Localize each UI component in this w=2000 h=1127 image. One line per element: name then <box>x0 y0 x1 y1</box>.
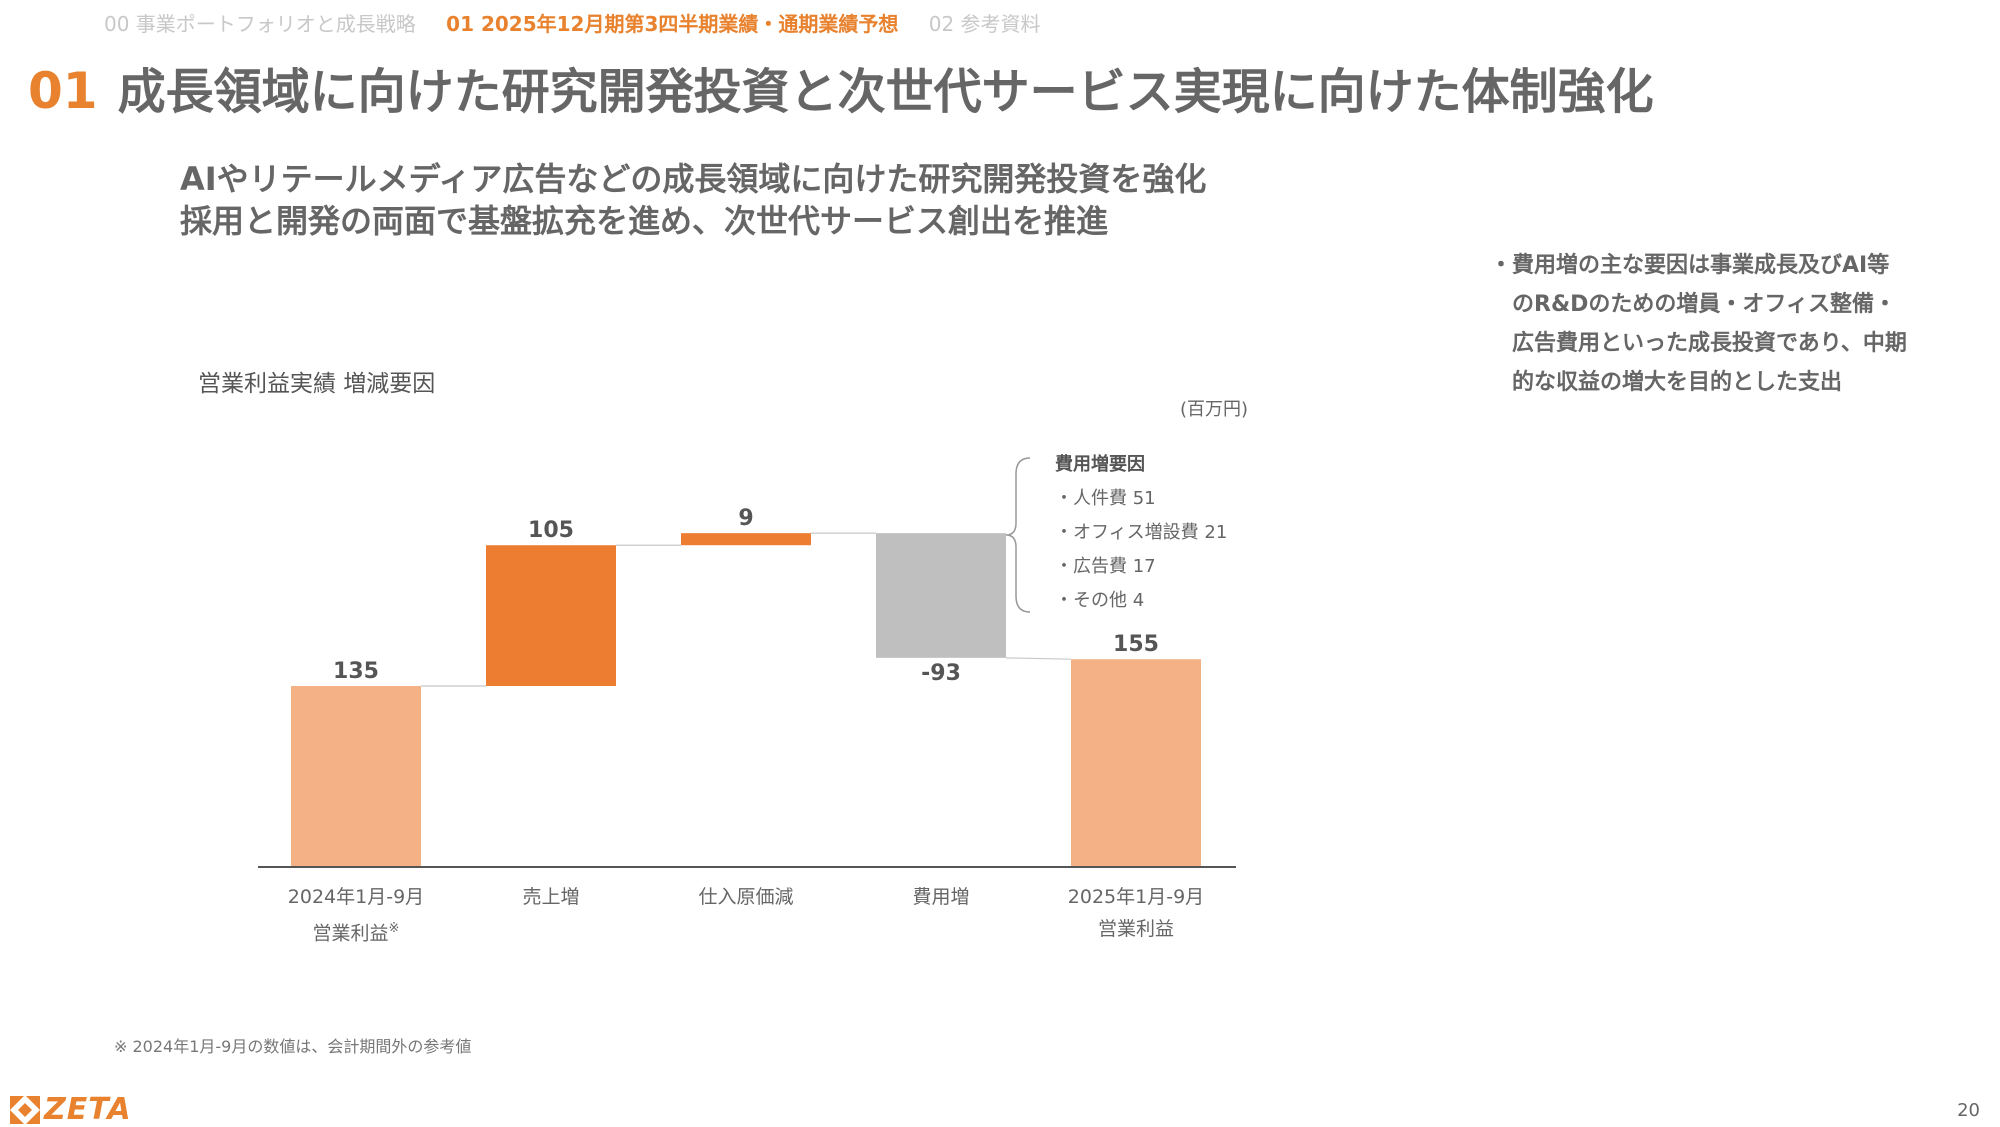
data-label: 135 <box>333 659 379 684</box>
category-label: 費用増 <box>841 881 1041 913</box>
company-logo: ZETA <box>10 1092 132 1127</box>
data-label: 105 <box>528 518 574 543</box>
page-number: 20 <box>1957 1100 1980 1121</box>
headline: AIやリテールメディア広告などの成長領域に向けた研究開発投資を強化 採用と開発の… <box>180 158 1206 242</box>
bar-increase <box>681 533 811 546</box>
nav-item-portfolio[interactable]: 00 事業ポートフォリオと成長戦略 <box>104 12 416 36</box>
cost-breakdown: 費用増要因 ・人件費 51 ・オフィス増設費 21 ・広告費 17 ・その他 4 <box>1055 448 1227 618</box>
bar-total <box>1071 659 1201 867</box>
breakdown-item: ・広告費 17 <box>1055 556 1156 577</box>
page-title: 01 成長領域に向けた研究開発投資と次世代サービス実現に向けた体制強化 <box>28 52 1654 122</box>
value-labels-group: 135 105 9 -93 155 <box>333 506 1159 686</box>
category-label-line2: 営業利益 <box>1097 918 1174 940</box>
bar-decrease <box>876 533 1006 658</box>
headline-line-2: 採用と開発の両面で基盤拡充を進め、次世代サービス創出を推進 <box>180 202 1109 240</box>
data-label: -93 <box>921 661 961 686</box>
bar-total <box>291 686 421 867</box>
category-label-line1: 2025年1月-9月 <box>1067 886 1205 908</box>
category-label: 2024年1月-9月 営業利益※ <box>256 881 456 949</box>
category-label-line1: 仕入原価減 <box>698 886 794 908</box>
bullet-marker: ・ <box>1490 253 1513 278</box>
data-label: 9 <box>738 506 753 531</box>
connector-line <box>1005 657 1072 660</box>
nav-item-q3-results[interactable]: 01 2025年12月期第3四半期業績・通期業績予想 <box>446 12 899 36</box>
reference-mark: ※ <box>388 921 400 936</box>
category-label: 仕入原価減 <box>646 881 846 913</box>
category-label: 売上増 <box>451 881 651 913</box>
bars-group <box>291 533 1201 867</box>
logo-text: ZETA <box>44 1092 132 1127</box>
connector-lines <box>421 532 1072 687</box>
section-nav: 00 事業ポートフォリオと成長戦略 01 2025年12月期第3四半期業績・通期… <box>104 8 1065 37</box>
section-number: 01 <box>28 62 98 120</box>
nav-item-reference[interactable]: 02 参考資料 <box>928 12 1041 36</box>
unit-label: (百万円) <box>1180 399 1249 420</box>
title-text: 成長領域に向けた研究開発投資と次世代サービス実現に向けた体制強化 <box>117 64 1654 120</box>
chart-title: 営業利益実績 増減要因 <box>198 371 436 397</box>
data-label: 155 <box>1113 632 1159 657</box>
breakdown-title: 費用増要因 <box>1055 454 1145 475</box>
bullet-text: 費用増の主な要因は事業成長及びAI等のR&Dのための増員・オフィス整備・広告費用… <box>1512 253 1907 395</box>
bullet-note: ・ 費用増の主な要因は事業成長及びAI等のR&Dのための増員・オフィス整備・広告… <box>1490 246 1910 402</box>
category-label-line1: 売上増 <box>522 886 580 908</box>
headline-line-1: AIやリテールメディア広告などの成長領域に向けた研究開発投資を強化 <box>180 160 1207 198</box>
zeta-logo-icon <box>10 1095 40 1124</box>
bar-increase <box>486 545 616 686</box>
category-label-line1: 2024年1月-9月 <box>287 886 425 908</box>
category-label: 2025年1月-9月 営業利益 <box>1036 881 1236 945</box>
breakdown-item: ・その他 4 <box>1055 590 1145 611</box>
breakdown-item: ・人件費 51 <box>1055 488 1156 509</box>
breakdown-brace <box>1005 457 1031 613</box>
footnote: ※ 2024年1月-9月の数値は、会計期間外の参考値 <box>114 1037 472 1056</box>
category-label-line1: 費用増 <box>912 886 970 908</box>
breakdown-item: ・オフィス増設費 21 <box>1055 522 1228 543</box>
category-label-line2: 営業利益※ <box>312 921 400 945</box>
